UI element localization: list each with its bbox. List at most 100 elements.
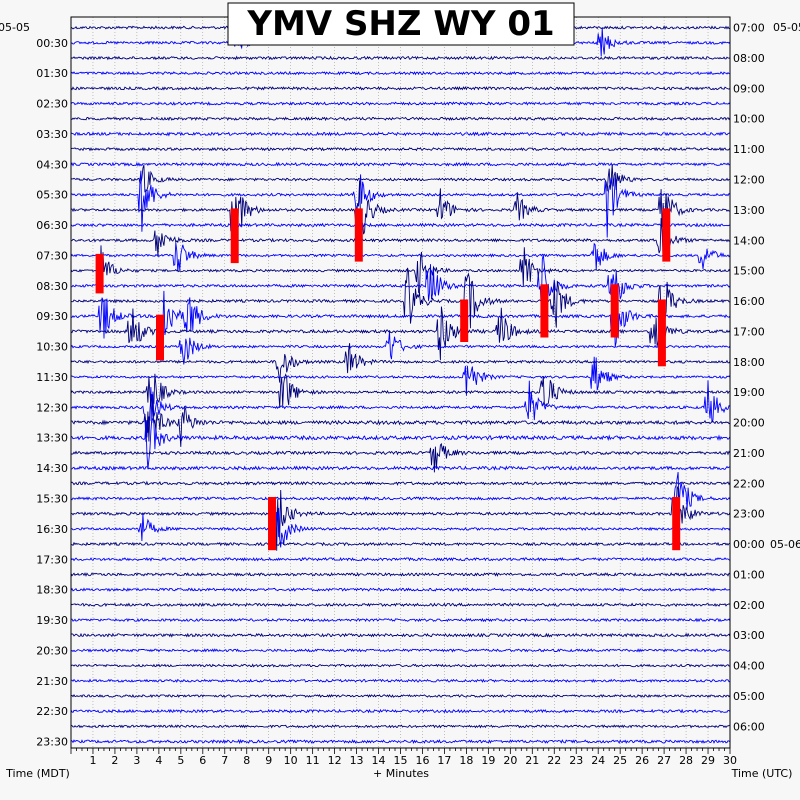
- right-time-label: 23:00: [733, 508, 765, 521]
- left-time-label: 03:30: [36, 128, 68, 141]
- right-time-label: 00:00: [733, 538, 765, 551]
- right-time-label: 02:00: [733, 599, 765, 612]
- date-right: 05-05: [773, 21, 800, 34]
- x-tick-label: 25: [613, 754, 627, 767]
- x-tick-label: 9: [265, 754, 272, 767]
- x-tick-label: 17: [437, 754, 451, 767]
- right-time-label: 01:00: [733, 568, 765, 581]
- x-tick-label: 18: [459, 754, 473, 767]
- clip-marker: [460, 299, 469, 342]
- trace-row: [70, 480, 731, 486]
- clip-marker: [672, 497, 681, 551]
- right-time-label: 06:00: [733, 720, 765, 733]
- left-time-label: 18:30: [36, 584, 68, 597]
- right-time-label: 21:00: [733, 447, 765, 460]
- left-time-label: 09:30: [36, 310, 68, 323]
- right-time-label: 12:00: [733, 174, 765, 187]
- date-change-label: 05-06: [770, 538, 800, 551]
- right-time-label: 18:00: [733, 356, 765, 369]
- clips-layer: [95, 208, 681, 551]
- trace-row: [70, 222, 731, 228]
- left-time-label: 15:30: [36, 492, 68, 505]
- x-tick-label: 6: [199, 754, 206, 767]
- left-time-label: 22:30: [36, 705, 68, 718]
- trace-row: [70, 617, 731, 623]
- trace-row: [70, 465, 731, 471]
- left-time-label: 06:30: [36, 219, 68, 232]
- left-time-label: 08:30: [36, 280, 68, 293]
- trace-row: [70, 602, 731, 608]
- trace-row: [71, 678, 731, 683]
- left-time-label: 02:30: [36, 98, 68, 111]
- left-time-label: 05:30: [36, 189, 68, 202]
- trace-row: [70, 242, 731, 272]
- left-time-labels: 00:30 01:30 02:30 03:30 04:30 05:30 06:30 07:30…: [36, 37, 68, 749]
- left-axis-label: Time (MDT): [5, 767, 70, 780]
- x-tick-label: 12: [328, 754, 342, 767]
- left-time-label: 07:30: [36, 249, 68, 262]
- x-tick-label: 29: [701, 754, 715, 767]
- x-tick-label: 19: [481, 754, 495, 767]
- x-tick-label: 16: [415, 754, 429, 767]
- x-axis-ticks: 1 2 3 4 5 6 7 8 9 10 11 12 13 14 15 16 17 18 19 20 21 22 23 24 2…: [70, 748, 737, 767]
- trace-row: [70, 331, 731, 365]
- trace-row: [70, 254, 731, 311]
- right-time-label: 07:00: [733, 22, 765, 35]
- x-tick-label: 28: [679, 754, 693, 767]
- trace-row: [70, 161, 731, 167]
- x-tick-label: 24: [591, 754, 605, 767]
- x-tick-label: 21: [525, 754, 539, 767]
- traces-layer: [70, 25, 731, 745]
- left-time-label: 14:30: [36, 462, 68, 475]
- chart-title: YMV SHZ WY 01: [246, 4, 554, 44]
- x-tick-label: 1: [89, 754, 96, 767]
- clip-marker: [610, 284, 619, 338]
- trace-row: [70, 507, 731, 548]
- x-tick-label: 3: [133, 754, 140, 767]
- left-time-label: 19:30: [36, 614, 68, 627]
- trace-row: [70, 70, 731, 76]
- trace-row: [70, 146, 731, 152]
- trace-row: [70, 101, 731, 106]
- right-time-label: 10:00: [733, 113, 765, 126]
- date-left: 05-05: [0, 21, 30, 34]
- x-tick-label: 23: [569, 754, 583, 767]
- trace-row: [70, 587, 730, 592]
- right-time-label: 08:00: [733, 52, 765, 65]
- x-tick-label: 8: [243, 754, 250, 767]
- left-time-label: 00:30: [36, 37, 68, 50]
- x-tick-label: 30: [723, 754, 737, 767]
- trace-row: [70, 397, 731, 447]
- trace-row: [70, 356, 731, 396]
- trace-row: [70, 131, 731, 137]
- trace-row: [70, 416, 731, 470]
- left-time-label: 20:30: [36, 644, 68, 657]
- trace-row: [70, 739, 731, 745]
- left-time-label: 23:30: [36, 736, 68, 749]
- left-time-label: 11:30: [36, 371, 68, 384]
- clip-marker: [657, 299, 666, 367]
- trace-row: [70, 724, 731, 729]
- left-time-label: 21:30: [36, 675, 68, 688]
- right-time-label: 13:00: [733, 204, 765, 217]
- right-time-label: 04:00: [733, 660, 765, 673]
- left-time-label: 17:30: [36, 553, 68, 566]
- trace-row: [70, 164, 731, 193]
- trace-row: [70, 472, 731, 510]
- clip-marker: [268, 497, 276, 551]
- trace-row: [70, 116, 731, 122]
- trace-row: [70, 693, 731, 698]
- clip-marker: [95, 253, 104, 294]
- grid-layer: [92, 17, 709, 748]
- left-time-label: 12:30: [36, 401, 68, 414]
- right-time-label: 22:00: [733, 477, 765, 490]
- x-tick-label: 2: [111, 754, 118, 767]
- trace-row: [70, 632, 731, 638]
- right-time-label: 17:00: [733, 325, 765, 338]
- trace-row: [70, 663, 730, 668]
- x-tick-label: 20: [503, 754, 517, 767]
- right-time-label: 14:00: [733, 234, 765, 247]
- trace-row: [70, 55, 731, 61]
- trace-row: [70, 708, 731, 714]
